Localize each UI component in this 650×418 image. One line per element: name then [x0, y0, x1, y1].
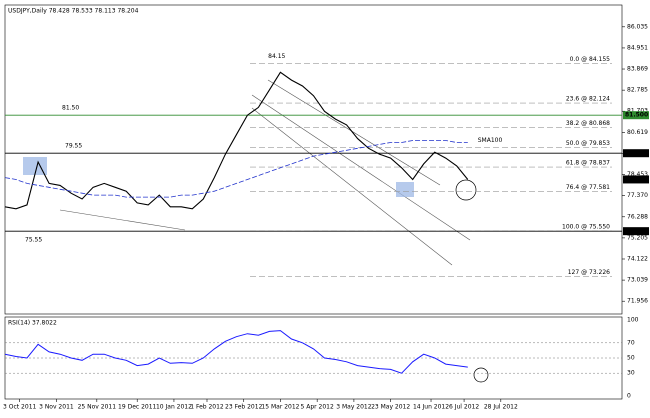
channel-line: [251, 107, 453, 266]
fib-label: 127 @ 73.226: [568, 269, 610, 276]
fib-label: 38.2 @ 80.868: [566, 120, 610, 127]
y-tick-label: 73.039: [627, 277, 648, 284]
rsi-tick-label: 50: [627, 355, 635, 362]
level-label: 79.55: [65, 143, 82, 150]
rsi-line: [4, 330, 468, 374]
fib-label: 0.0 @ 84.155: [570, 56, 611, 63]
channel-line: [267, 79, 441, 186]
series-label: SMA100: [478, 137, 503, 144]
x-tick-label: 23 Feb 2012: [225, 404, 263, 411]
price-line: [4, 71, 469, 210]
x-tick-label: 23 May 2012: [371, 404, 410, 411]
marker-circle: [473, 367, 489, 383]
y-tick-label: 76.288: [627, 213, 648, 220]
fib-label: 50.0 @ 79.853: [566, 140, 610, 147]
level-label: 81.50: [62, 105, 79, 112]
x-tick-label: 3 Oct 2011: [3, 404, 36, 411]
marker-circle: [455, 179, 477, 201]
y-tick-label: 86.035: [627, 23, 648, 30]
channel-line: [251, 94, 471, 241]
axis-price-label: 78.204: [625, 176, 648, 183]
level-label: 75.55: [25, 237, 42, 244]
main-panel: [4, 4, 623, 315]
sma-line: [4, 140, 468, 198]
x-tick-label: 14 Jun 2012: [413, 404, 449, 411]
rsi-tick-label: 0: [627, 393, 631, 400]
x-tick-label: 19 Dec 2011: [118, 404, 157, 411]
y-tick-label: 78.453: [627, 171, 648, 178]
x-tick-label: 28 Jul 2012: [484, 404, 518, 411]
x-tick-label: 6 Jul 2012: [449, 404, 479, 411]
x-tick-label: 10 Jan 2012: [156, 404, 192, 411]
rsi-title: RSI(14) 37.8022: [8, 320, 57, 327]
axis-price-box: [623, 175, 649, 184]
fib-label: 23.6 @ 82.124: [566, 96, 610, 103]
rsi-tick-label: 70: [627, 339, 635, 346]
rsi-tick-label: 30: [627, 370, 635, 377]
y-tick-label: 82.785: [627, 87, 648, 94]
y-tick-label: 80.619: [627, 129, 648, 136]
fib-label: 76.4 @ 77.581: [566, 184, 610, 191]
peak-label: 84.15: [268, 53, 285, 60]
x-tick-label: 25 Nov 2011: [78, 404, 117, 411]
x-tick-label: 5 Apr 2012: [301, 404, 334, 411]
y-tick-label: 71.956: [627, 298, 648, 305]
trend-line: [59, 209, 186, 231]
y-tick-label: 75.205: [627, 234, 648, 241]
chart-title: USDJPY,Daily 78.428 78.533 78.113 78.204: [8, 8, 139, 15]
axis-price-label: 75.550: [625, 228, 648, 235]
fib-label: 100.0 @ 75.550: [562, 224, 610, 231]
axis-price-box: [623, 227, 649, 236]
x-tick-label: 3 May 2012: [336, 404, 371, 411]
y-tick-label: 83.869: [627, 66, 648, 73]
rsi-tick-label: 100: [627, 317, 639, 324]
highlight-box: [396, 182, 414, 197]
axis-price-label: 79.550: [625, 150, 648, 157]
axis-price-label: 81.500: [625, 112, 648, 119]
y-tick-label: 74.122: [627, 255, 648, 262]
axis-price-box: [623, 149, 649, 158]
fib-label: 61.8 @ 78.837: [566, 160, 610, 167]
x-tick-label: 1 Feb 2012: [190, 404, 224, 411]
highlight-box: [23, 157, 47, 175]
x-tick-label: 3 Nov 2011: [39, 404, 74, 411]
x-tick-label: 15 Mar 2012: [261, 404, 299, 411]
y-tick-label: 77.370: [627, 192, 648, 199]
axis-price-box: [623, 111, 649, 120]
y-tick-label: 84.951: [627, 44, 648, 51]
